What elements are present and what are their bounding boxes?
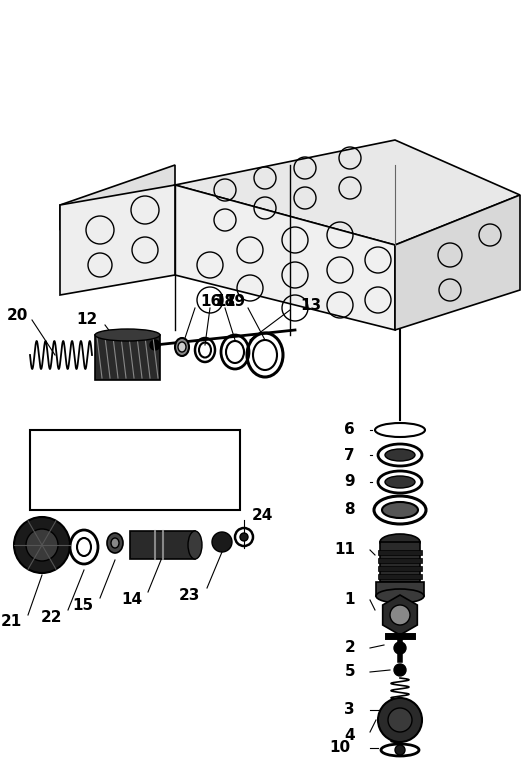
Text: 5: 5 — [345, 664, 355, 680]
Bar — [378, 566, 422, 571]
Bar — [378, 550, 422, 555]
Text: 13: 13 — [300, 298, 321, 313]
Circle shape — [394, 642, 406, 654]
Polygon shape — [60, 165, 175, 230]
Circle shape — [388, 708, 412, 732]
Bar — [378, 574, 422, 579]
Circle shape — [240, 533, 248, 541]
Text: 17: 17 — [215, 295, 236, 310]
Polygon shape — [175, 185, 395, 330]
Text: 8: 8 — [345, 502, 355, 517]
Text: 7: 7 — [345, 447, 355, 463]
Circle shape — [394, 664, 406, 676]
Ellipse shape — [111, 538, 119, 548]
Ellipse shape — [380, 534, 420, 550]
Text: 21: 21 — [1, 614, 22, 629]
Circle shape — [390, 605, 410, 625]
Text: 19: 19 — [224, 295, 245, 310]
Circle shape — [395, 745, 405, 755]
Circle shape — [212, 532, 232, 552]
Ellipse shape — [95, 329, 160, 341]
Polygon shape — [175, 140, 520, 245]
Text: 14: 14 — [121, 591, 142, 607]
Text: 10: 10 — [329, 740, 350, 756]
Circle shape — [14, 517, 70, 573]
Text: 9: 9 — [345, 475, 355, 489]
Text: 12: 12 — [77, 313, 98, 327]
Ellipse shape — [178, 342, 186, 352]
Ellipse shape — [385, 449, 415, 461]
Ellipse shape — [107, 533, 123, 553]
Text: 1: 1 — [345, 593, 355, 607]
Text: 11: 11 — [334, 543, 355, 558]
Text: 20: 20 — [6, 307, 28, 323]
Text: 24: 24 — [252, 508, 273, 523]
Circle shape — [26, 529, 58, 561]
Polygon shape — [383, 595, 417, 635]
Text: 6: 6 — [344, 422, 355, 438]
Circle shape — [150, 340, 160, 350]
Text: 3: 3 — [345, 702, 355, 718]
Text: 23: 23 — [178, 587, 200, 603]
Polygon shape — [395, 195, 520, 330]
Text: 16: 16 — [200, 295, 221, 310]
Bar — [376, 582, 424, 596]
Polygon shape — [60, 185, 175, 295]
Text: 18: 18 — [215, 295, 236, 310]
Ellipse shape — [382, 502, 418, 518]
Bar — [95, 335, 160, 380]
Text: 2: 2 — [344, 641, 355, 655]
Ellipse shape — [175, 338, 189, 356]
Circle shape — [378, 698, 422, 742]
Text: 4: 4 — [345, 728, 355, 743]
Bar — [30, 430, 240, 510]
Ellipse shape — [188, 531, 202, 559]
Bar — [378, 558, 422, 563]
Ellipse shape — [385, 476, 415, 488]
Ellipse shape — [376, 589, 424, 603]
Text: 22: 22 — [40, 610, 62, 625]
Bar — [380, 542, 420, 582]
Bar — [130, 531, 195, 559]
Text: 15: 15 — [72, 597, 93, 613]
